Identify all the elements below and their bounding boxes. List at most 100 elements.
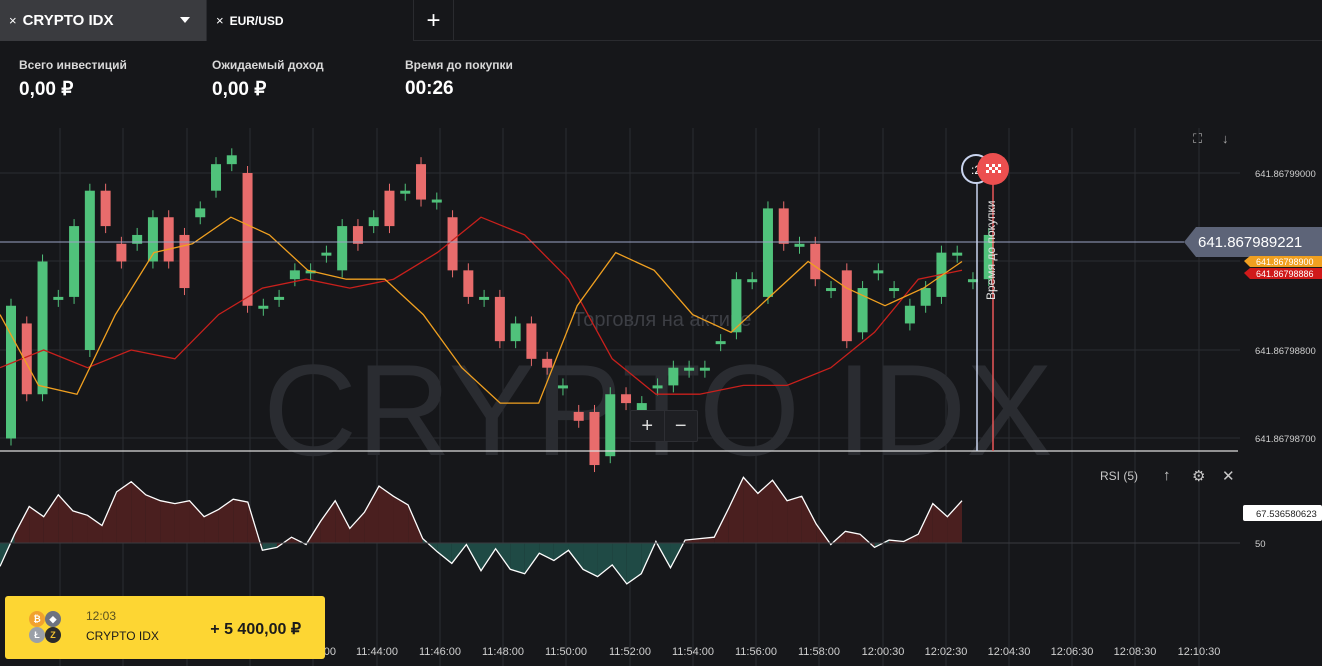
rsi-segment <box>320 500 336 543</box>
ma-fast-line <box>0 216 963 404</box>
candle <box>778 208 789 244</box>
rsi-segment <box>145 494 161 543</box>
candle <box>589 411 600 466</box>
candle <box>652 385 663 389</box>
ma-slow-line <box>0 216 963 395</box>
indicator-name[interactable]: RSI (5) <box>1100 469 1139 483</box>
candle <box>368 217 379 227</box>
rsi-segment <box>131 481 146 543</box>
candle <box>416 164 427 200</box>
candle <box>479 296 490 300</box>
candle <box>384 190 395 227</box>
candle <box>920 288 931 306</box>
fullscreen-icon[interactable]: ⛶ <box>1193 131 1203 146</box>
rsi-segment <box>349 512 365 543</box>
tab-crypto-idx[interactable]: × CRYPTO IDX <box>0 0 206 41</box>
time-tick: 11:44:00 <box>356 646 398 658</box>
candle <box>179 234 190 289</box>
candle <box>542 358 553 368</box>
candle <box>53 296 64 300</box>
trading-status-text: Торговля на активе <box>573 309 752 331</box>
stat-label: Время до покупки <box>405 58 513 72</box>
candle <box>747 279 758 283</box>
deal-notification[interactable]: ₿ ◆ Ł Z 12:03 CRYPTO IDX + 5 400,00 ₽ <box>5 596 325 659</box>
candle <box>810 243 821 280</box>
rsi-segment <box>160 500 175 543</box>
chevron-down-icon[interactable] <box>180 17 190 23</box>
rsi-segment <box>524 543 540 574</box>
tab-eur-usd[interactable]: × EUR/USD <box>206 0 414 41</box>
candle <box>573 411 584 421</box>
tab-bar: × CRYPTO IDX × EUR/USD + <box>0 0 1322 41</box>
candle <box>431 199 442 203</box>
zoom-controls: + − <box>630 410 698 442</box>
ma-fast-value: 641.86798900 <box>1256 257 1314 267</box>
gear-icon[interactable]: ⚙ <box>1192 468 1206 485</box>
rsi-segment <box>553 543 569 561</box>
tab-label: EUR/USD <box>229 13 284 28</box>
candle <box>226 155 237 165</box>
candle <box>21 323 32 395</box>
purchase-line-label: Время до покупки <box>984 201 998 300</box>
candle <box>242 173 253 306</box>
rsi-segment <box>189 500 205 543</box>
stat-value: 0,00 ₽ <box>212 79 267 100</box>
deal-amount: + 5 400,00 ₽ <box>210 621 301 638</box>
rsi-value-flag <box>1243 505 1322 521</box>
time-to-purchase: Время до покупки 00:26 <box>405 58 513 100</box>
candle <box>321 252 332 256</box>
rsi-area <box>0 477 962 584</box>
rsi-segment <box>583 543 598 577</box>
arrow-down-icon[interactable]: ↓ <box>1222 131 1229 146</box>
finish-flag-icon <box>986 164 1001 173</box>
candle <box>715 341 726 345</box>
price-tick: 641.86798700 <box>1255 434 1316 445</box>
rsi-segment <box>262 543 277 551</box>
rsi-segment <box>364 486 379 543</box>
rsi-segment <box>801 496 817 543</box>
rsi-segment <box>233 499 248 543</box>
candle <box>762 208 773 297</box>
rsi-segment <box>87 515 103 543</box>
candle <box>621 394 632 404</box>
candle <box>510 323 521 342</box>
candle <box>100 190 111 227</box>
rsi-mid-label: 50 <box>1255 539 1266 550</box>
close-tab-icon[interactable]: × <box>216 13 224 28</box>
ma-slow-flag <box>1244 268 1322 279</box>
rsi-segment <box>743 477 758 543</box>
candle <box>526 323 537 359</box>
stat-label: Ожидаемый доход <box>212 58 324 72</box>
candle <box>132 234 143 244</box>
rsi-segment <box>378 486 394 543</box>
add-tab-button[interactable]: + <box>414 0 454 41</box>
rsi-segment <box>728 477 744 543</box>
candle <box>952 252 963 256</box>
close-icon[interactable]: ✕ <box>1222 468 1235 485</box>
close-tab-icon[interactable]: × <box>9 13 17 28</box>
price-tick: 641.86799000 <box>1255 169 1316 180</box>
candle <box>557 385 568 389</box>
purchase-timer-text: :2 <box>971 163 981 177</box>
candles <box>6 148 994 473</box>
current-price-flag <box>1184 227 1322 257</box>
candle <box>668 367 679 386</box>
candle <box>211 164 222 191</box>
time-tick: 12:02:30 <box>925 646 968 658</box>
arrow-up-icon[interactable]: ↑ <box>1163 467 1171 484</box>
rsi-segment <box>116 481 132 543</box>
candle <box>305 270 316 274</box>
candle <box>352 226 363 244</box>
time-tick: 11:54:00 <box>672 646 714 658</box>
zoom-out-button[interactable]: − <box>663 411 698 441</box>
candle <box>274 296 285 300</box>
candle <box>841 270 852 342</box>
time-tick: 11:56:00 <box>735 646 777 658</box>
deal-asset: CRYPTO IDX <box>86 629 159 643</box>
zoom-in-button[interactable]: + <box>641 414 654 437</box>
time-tick: 11:48:00 <box>482 646 524 658</box>
rsi-segment <box>437 543 452 564</box>
candle <box>258 305 269 309</box>
candle <box>731 279 742 333</box>
